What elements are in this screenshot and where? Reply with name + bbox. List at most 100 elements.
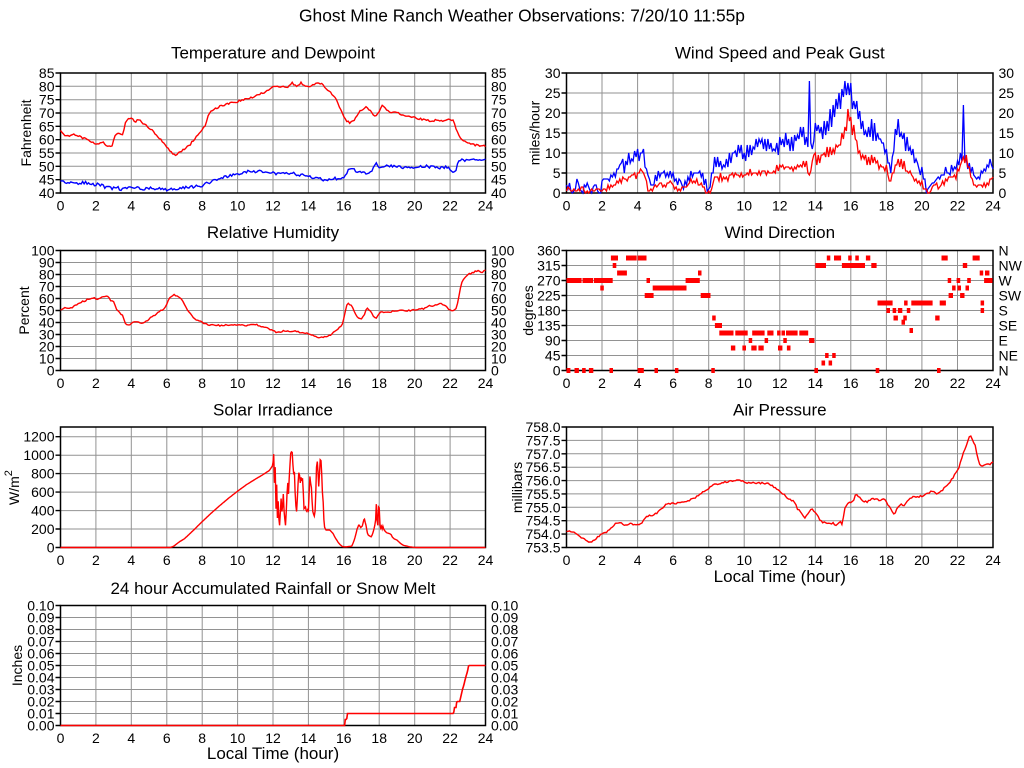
svg-text:0.09: 0.09 xyxy=(491,610,518,626)
svg-text:12: 12 xyxy=(772,552,788,568)
svg-text:60: 60 xyxy=(39,132,55,148)
svg-text:45: 45 xyxy=(39,172,55,188)
svg-text:0.03: 0.03 xyxy=(491,682,518,698)
svg-text:Relative Humidity: Relative Humidity xyxy=(207,223,340,242)
svg-text:4: 4 xyxy=(127,730,135,746)
svg-text:14: 14 xyxy=(301,730,317,746)
svg-text:8: 8 xyxy=(198,730,206,746)
svg-text:400: 400 xyxy=(31,503,55,519)
svg-text:100: 100 xyxy=(31,243,55,259)
svg-text:0: 0 xyxy=(553,185,561,201)
svg-text:6: 6 xyxy=(163,375,171,391)
svg-text:24: 24 xyxy=(478,552,494,568)
svg-text:NW: NW xyxy=(999,258,1023,274)
svg-text:0.04: 0.04 xyxy=(491,670,518,686)
svg-text:14: 14 xyxy=(301,198,317,214)
svg-text:18: 18 xyxy=(879,375,895,391)
svg-text:0: 0 xyxy=(999,185,1007,201)
svg-text:16: 16 xyxy=(336,375,352,391)
svg-text:0.01: 0.01 xyxy=(27,706,54,722)
svg-text:8: 8 xyxy=(198,375,206,391)
svg-text:14: 14 xyxy=(301,552,317,568)
svg-text:25: 25 xyxy=(545,85,561,101)
svg-text:0.04: 0.04 xyxy=(27,670,54,686)
svg-text:22: 22 xyxy=(950,198,966,214)
svg-text:30: 30 xyxy=(491,327,507,343)
svg-text:10: 10 xyxy=(736,375,752,391)
svg-text:40: 40 xyxy=(39,315,55,331)
svg-text:25: 25 xyxy=(999,85,1015,101)
svg-text:360: 360 xyxy=(537,243,561,259)
svg-text:Local Time (hour): Local Time (hour) xyxy=(207,744,339,763)
svg-text:14: 14 xyxy=(808,552,824,568)
svg-text:15: 15 xyxy=(999,125,1015,141)
svg-text:755.5: 755.5 xyxy=(525,486,560,502)
svg-text:0: 0 xyxy=(491,363,499,379)
svg-text:15: 15 xyxy=(545,125,561,141)
svg-text:40: 40 xyxy=(491,185,507,201)
svg-text:0.05: 0.05 xyxy=(27,658,54,674)
svg-text:85: 85 xyxy=(39,65,55,81)
svg-text:20: 20 xyxy=(407,552,423,568)
svg-text:0.08: 0.08 xyxy=(491,622,518,638)
svg-text:0: 0 xyxy=(47,540,55,556)
svg-text:24: 24 xyxy=(985,198,1001,214)
svg-text:753.5: 753.5 xyxy=(525,540,560,556)
svg-text:20: 20 xyxy=(491,339,507,355)
svg-text:600: 600 xyxy=(31,484,55,500)
svg-text:754.0: 754.0 xyxy=(525,526,560,542)
svg-text:100: 100 xyxy=(491,243,515,259)
svg-text:65: 65 xyxy=(39,118,55,134)
svg-text:0: 0 xyxy=(563,198,571,214)
svg-text:90: 90 xyxy=(491,255,507,271)
svg-text:12: 12 xyxy=(265,730,281,746)
svg-text:55: 55 xyxy=(39,145,55,161)
svg-text:6: 6 xyxy=(163,198,171,214)
svg-text:12: 12 xyxy=(772,198,788,214)
svg-text:45: 45 xyxy=(491,172,507,188)
svg-text:18: 18 xyxy=(879,552,895,568)
svg-text:12: 12 xyxy=(265,552,281,568)
svg-text:8: 8 xyxy=(705,198,713,214)
svg-text:225: 225 xyxy=(537,288,561,304)
svg-text:60: 60 xyxy=(491,132,507,148)
svg-text:degrees: degrees xyxy=(520,285,536,336)
svg-text:Inches: Inches xyxy=(9,645,25,686)
svg-text:4: 4 xyxy=(634,375,642,391)
svg-text:10: 10 xyxy=(230,375,246,391)
svg-text:0: 0 xyxy=(57,198,65,214)
svg-text:22: 22 xyxy=(442,375,458,391)
svg-text:10: 10 xyxy=(545,145,561,161)
svg-text:757.5: 757.5 xyxy=(525,432,560,448)
svg-text:40: 40 xyxy=(491,315,507,331)
svg-text:22: 22 xyxy=(442,552,458,568)
svg-text:16: 16 xyxy=(336,552,352,568)
svg-text:20: 20 xyxy=(407,198,423,214)
svg-text:30: 30 xyxy=(999,65,1015,81)
svg-text:6: 6 xyxy=(669,552,677,568)
svg-text:85: 85 xyxy=(491,65,507,81)
svg-text:16: 16 xyxy=(336,198,352,214)
svg-text:6: 6 xyxy=(163,730,171,746)
svg-text:754.5: 754.5 xyxy=(525,513,560,529)
svg-text:315: 315 xyxy=(537,258,561,274)
svg-text:2: 2 xyxy=(92,198,100,214)
svg-text:10: 10 xyxy=(230,198,246,214)
svg-text:0.01: 0.01 xyxy=(491,706,518,722)
svg-text:Wind Speed and Peak Gust: Wind Speed and Peak Gust xyxy=(675,44,885,63)
svg-text:16: 16 xyxy=(843,198,859,214)
svg-text:S: S xyxy=(999,303,1008,319)
svg-text:1200: 1200 xyxy=(23,429,54,445)
svg-text:N: N xyxy=(999,243,1009,259)
svg-text:755.0: 755.0 xyxy=(525,499,560,515)
svg-text:4: 4 xyxy=(127,198,135,214)
svg-text:22: 22 xyxy=(950,375,966,391)
svg-text:10: 10 xyxy=(491,351,507,367)
svg-text:14: 14 xyxy=(301,375,317,391)
svg-text:80: 80 xyxy=(491,267,507,283)
svg-text:0: 0 xyxy=(57,552,65,568)
svg-text:0.08: 0.08 xyxy=(27,622,54,638)
svg-text:180: 180 xyxy=(537,303,561,319)
svg-text:Fahrenheit: Fahrenheit xyxy=(18,99,34,166)
svg-text:0.00: 0.00 xyxy=(491,718,518,734)
